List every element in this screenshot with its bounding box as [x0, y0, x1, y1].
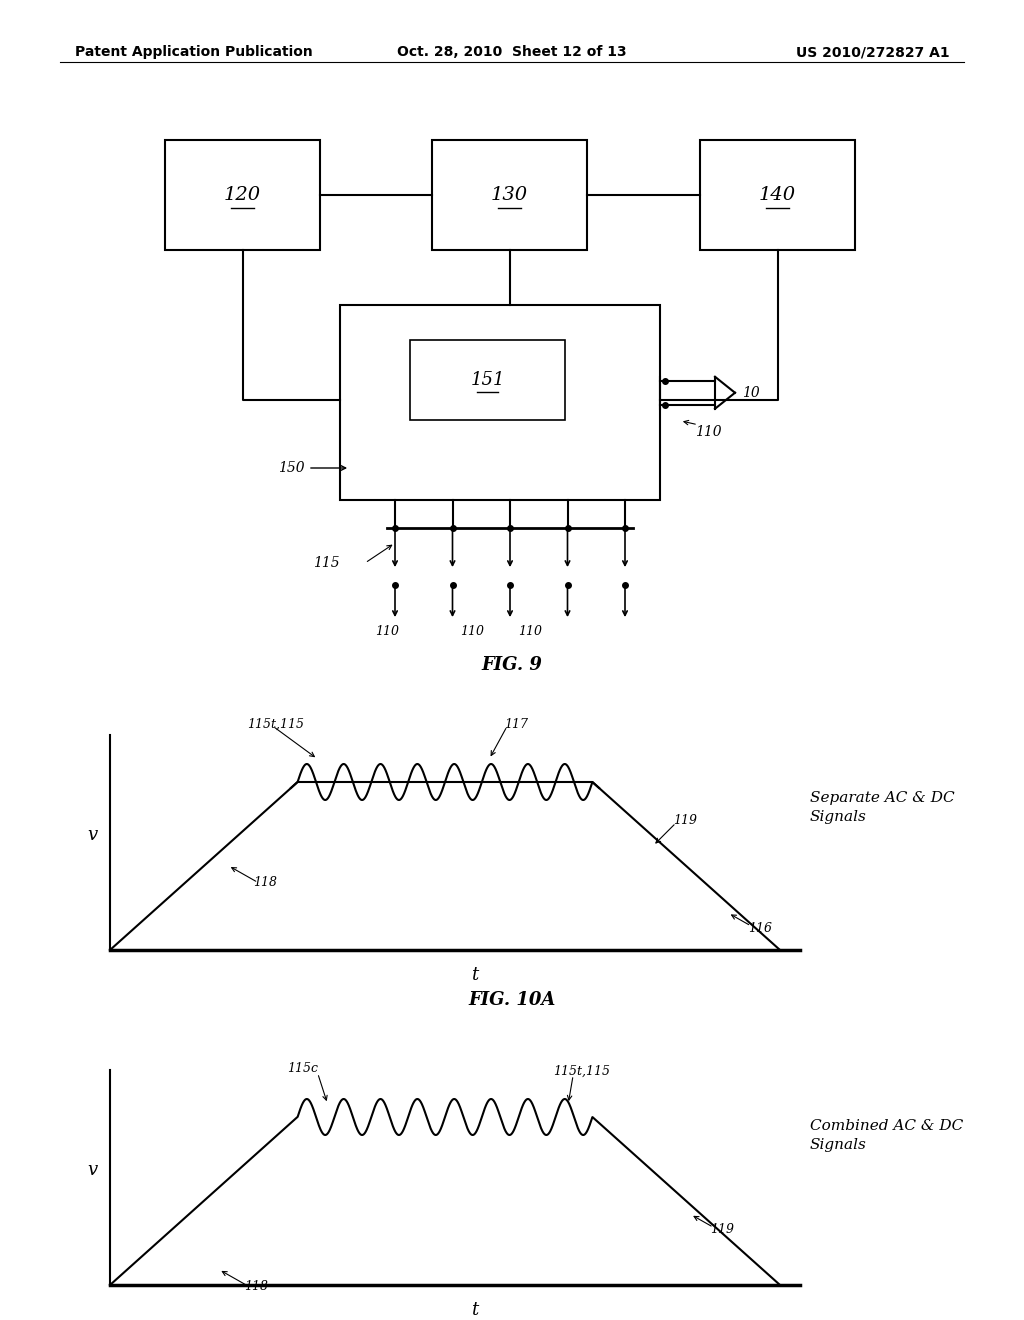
Text: 150: 150: [279, 461, 305, 475]
Text: Combined AC & DC
Signals: Combined AC & DC Signals: [810, 1119, 964, 1151]
Text: 151: 151: [470, 371, 505, 389]
Text: 115t,115: 115t,115: [553, 1064, 610, 1077]
Bar: [700, 140, 855, 249]
Text: 118: 118: [244, 1280, 268, 1294]
Text: 116: 116: [749, 921, 772, 935]
Text: 120: 120: [224, 186, 261, 205]
Text: FIG. 10A: FIG. 10A: [468, 991, 556, 1008]
Text: 117: 117: [504, 718, 528, 730]
Bar: [432, 140, 587, 249]
Text: 115: 115: [313, 556, 340, 570]
Text: 110: 110: [695, 425, 722, 438]
Text: 110: 110: [518, 624, 542, 638]
Text: 140: 140: [759, 186, 796, 205]
Bar: [340, 305, 660, 500]
Text: FIG. 9: FIG. 9: [481, 656, 543, 675]
Text: v: v: [87, 826, 97, 843]
Text: 110: 110: [375, 624, 399, 638]
Bar: [165, 140, 319, 249]
Text: 119: 119: [711, 1222, 734, 1236]
Text: t: t: [471, 1302, 478, 1319]
Text: Oct. 28, 2010  Sheet 12 of 13: Oct. 28, 2010 Sheet 12 of 13: [397, 45, 627, 59]
Text: 110: 110: [461, 624, 484, 638]
Text: 115c: 115c: [287, 1063, 318, 1076]
Text: US 2010/272827 A1: US 2010/272827 A1: [797, 45, 950, 59]
Text: 118: 118: [253, 876, 278, 890]
Text: 115t,115: 115t,115: [248, 718, 304, 730]
Text: 10: 10: [742, 385, 760, 400]
Text: v: v: [87, 1162, 97, 1179]
Text: t: t: [471, 966, 478, 983]
Text: 119: 119: [673, 814, 697, 828]
Bar: [410, 341, 565, 420]
Text: 130: 130: [490, 186, 528, 205]
Text: Patent Application Publication: Patent Application Publication: [75, 45, 312, 59]
Text: Separate AC & DC
Signals: Separate AC & DC Signals: [810, 791, 954, 824]
